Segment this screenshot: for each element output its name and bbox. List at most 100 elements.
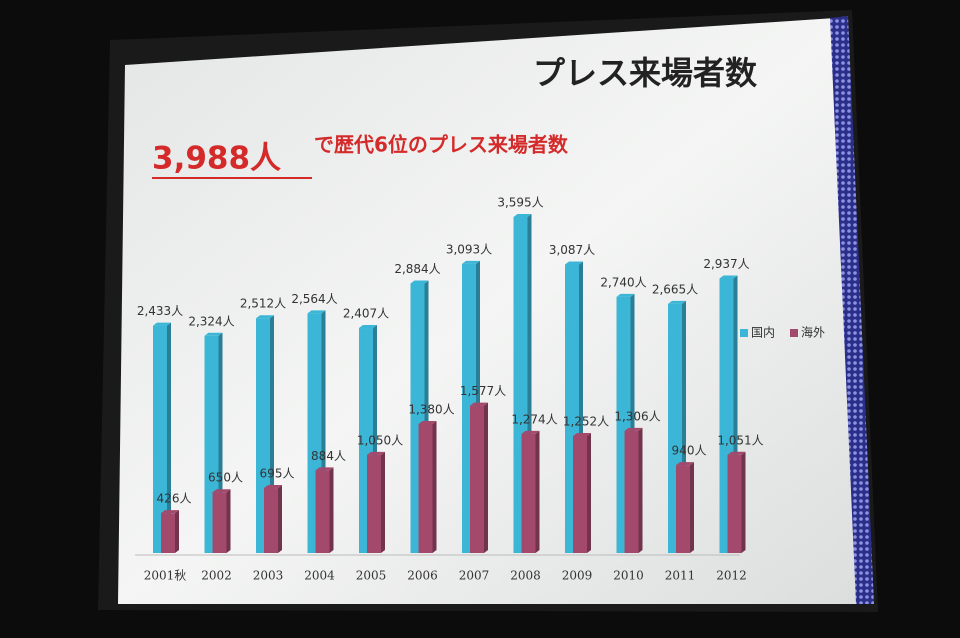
bar-face [535, 430, 540, 553]
bar [521, 430, 540, 553]
bar-face [161, 510, 179, 514]
bar [153, 322, 171, 553]
data-label: 2,407人 [343, 307, 389, 321]
bar-face [719, 275, 738, 279]
bar-face [668, 300, 686, 304]
data-label: 1,051人 [717, 433, 763, 447]
bar-face [470, 405, 484, 553]
data-label: 2,884人 [394, 262, 440, 276]
x-tick-label: 2010 [613, 569, 644, 583]
bar-face [315, 467, 334, 471]
bar-face [212, 492, 227, 553]
bar [676, 462, 694, 553]
bar [315, 467, 334, 553]
bar-face [153, 322, 171, 326]
bar [573, 432, 591, 553]
legend-swatch [740, 329, 748, 337]
bar-face [278, 485, 282, 553]
bar-face [484, 402, 488, 553]
slide-border [830, 16, 874, 604]
data-label: 2,324人 [188, 314, 234, 328]
bar-face [638, 427, 643, 553]
bar [727, 451, 746, 553]
bar-face [521, 430, 540, 434]
data-label: 940人 [672, 444, 707, 458]
data-label: 2,564人 [291, 292, 337, 306]
bar-face [161, 513, 175, 553]
data-label: 3,595人 [497, 196, 543, 210]
data-label: 2,740人 [600, 275, 646, 289]
x-tick-label: 2011 [665, 569, 696, 583]
bar-face [624, 430, 639, 553]
bar-face [521, 433, 536, 553]
bar [264, 485, 282, 553]
bar-face [367, 451, 385, 455]
bar [624, 427, 643, 553]
data-label: 3,093人 [446, 242, 492, 256]
bar-face [565, 261, 583, 265]
bar [367, 451, 385, 553]
x-tick-label: 2009 [562, 569, 593, 583]
bar-face [264, 488, 278, 553]
bar-face [727, 451, 746, 455]
bar-face [204, 332, 223, 336]
chart-title: プレス来場者数 [533, 54, 758, 92]
bar-face [616, 293, 635, 297]
x-tick-label: 2003 [253, 569, 284, 583]
bar-face [470, 402, 488, 406]
x-tick-label: 2008 [510, 569, 541, 583]
bar-face [727, 454, 742, 553]
legend-label: 国内 [751, 326, 775, 340]
bar-face [359, 325, 377, 329]
data-label: 650人 [208, 471, 243, 485]
data-label: 3,087人 [549, 243, 595, 257]
bar-face [175, 510, 179, 553]
bar-face [676, 465, 690, 553]
bar-face [226, 489, 231, 553]
x-tick-label: 2002 [201, 569, 232, 583]
bar-face [264, 485, 282, 489]
x-tick-label: 2007 [459, 569, 490, 583]
data-label: 2,512人 [240, 297, 286, 311]
legend-label: 海外 [801, 325, 825, 340]
data-label: 2,937人 [703, 257, 749, 271]
subtitle-emphasis: 3,988人 [152, 141, 281, 177]
data-label: 884人 [311, 449, 346, 463]
bar [161, 510, 179, 553]
bar-face [256, 315, 274, 319]
bar-face [690, 462, 694, 553]
bar-face [418, 424, 433, 553]
bar-face [153, 325, 167, 553]
bar-face [676, 462, 694, 466]
bar-face [624, 427, 643, 431]
bar-face [329, 467, 334, 553]
x-tick-label: 2004 [304, 569, 335, 583]
data-label: 426人 [157, 492, 192, 506]
bar-face [418, 421, 437, 425]
data-label: 1,306人 [614, 409, 660, 423]
data-label: 1,050人 [357, 433, 403, 447]
x-tick-label: 2005 [356, 569, 387, 583]
bar-face [167, 322, 171, 553]
x-tick-label: 2006 [407, 569, 438, 583]
bar-face [381, 451, 385, 553]
data-label: 695人 [260, 467, 295, 481]
bar-face [573, 432, 591, 436]
data-label: 2,433人 [137, 304, 183, 318]
bar-face [410, 280, 429, 284]
data-label: 1,577人 [460, 384, 506, 398]
subtitle: で歴代6位のプレス来場者数 [314, 133, 569, 157]
data-label: 2,665人 [652, 282, 698, 296]
bar-face [741, 451, 746, 553]
bar-face [587, 432, 591, 553]
legend-swatch [790, 329, 798, 337]
bar-face [462, 260, 480, 264]
bar-face [432, 421, 437, 553]
bar-face [307, 310, 326, 314]
bar-face [212, 489, 231, 493]
x-tick-label: 2001秋 [144, 569, 187, 583]
bar [470, 402, 488, 553]
bar [418, 421, 437, 553]
